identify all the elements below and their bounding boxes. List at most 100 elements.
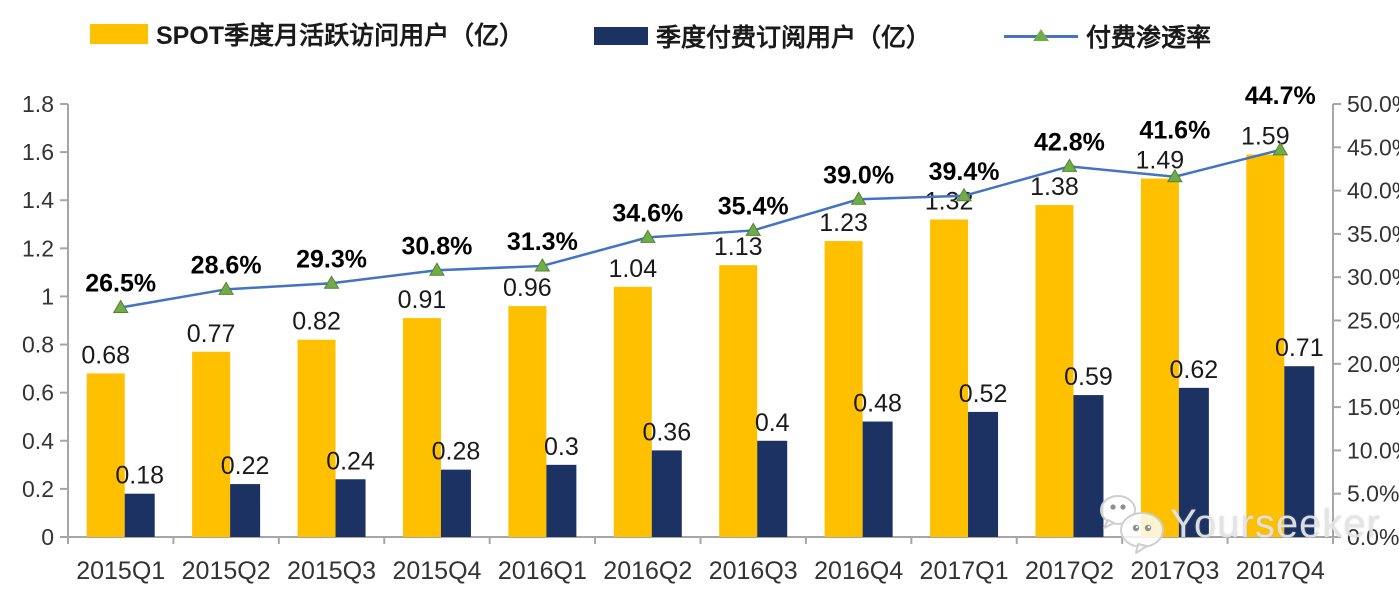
subscriber-bar-value-label: 0.18 (115, 462, 164, 490)
mau-bar-value-label: 0.77 (187, 320, 236, 348)
x-axis-category-label: 2015Q3 (287, 557, 376, 585)
right-axis-tick-label: 35.0% (1347, 221, 1399, 247)
penetration-value-label: 39.0% (823, 161, 894, 189)
legend-label-subscribers: 季度付费订阅用户（亿） (656, 24, 932, 52)
mau-bar-value-label: 1.49 (1136, 147, 1185, 175)
x-axis-category-label: 2016Q3 (709, 557, 798, 585)
left-axis-tick-label: 1 (41, 283, 54, 309)
subscriber-bar (1284, 366, 1315, 537)
left-axis-tick-label: 0 (41, 524, 54, 550)
subscriber-bar (230, 484, 261, 537)
legend-label-mau: SPOT季度月活跃访问用户（亿） (156, 22, 525, 50)
mau-bar-value-label: 1.38 (1030, 173, 1079, 201)
subscriber-bar (440, 469, 471, 537)
triangle-marker-icon (1033, 29, 1049, 42)
left-axis-tick-label: 1.4 (22, 187, 54, 213)
left-axis-tick-label: 1.8 (22, 91, 54, 117)
penetration-value-label: 44.7% (1245, 82, 1316, 110)
penetration-value-label: 31.3% (507, 228, 578, 256)
penetration-value-label: 29.3% (296, 245, 367, 273)
left-axis-tick-label: 0.6 (22, 380, 54, 406)
right-axis-tick-label: 5.0% (1347, 481, 1399, 507)
subscriber-bar (651, 450, 682, 537)
left-axis-tick-label: 0.8 (22, 332, 54, 358)
triangle-marker-icon (850, 191, 867, 205)
triangle-marker-icon (429, 262, 445, 276)
subscriber-bar (124, 493, 155, 537)
subscriber-bar-value-label: 0.4 (755, 409, 790, 437)
subscriber-bar (862, 421, 893, 537)
x-axis-category-label: 2016Q2 (603, 557, 692, 585)
subscriber-bar (335, 479, 366, 537)
triangle-marker-icon (534, 257, 551, 272)
mau-bar (719, 265, 758, 537)
subscriber-bar-value-label: 0.48 (853, 390, 902, 418)
left-axis-tick-label: 1.2 (22, 235, 54, 261)
penetration-value-label: 42.8% (1034, 128, 1105, 156)
subscriber-bar-value-label: 0.62 (1170, 356, 1219, 384)
mau-bar (1140, 178, 1179, 538)
left-axis-tick-label: 0.4 (22, 428, 54, 454)
legend-swatch-yellow-bar-icon (90, 24, 148, 44)
x-axis-category-label: 2017Q3 (1130, 557, 1219, 585)
mau-bar (508, 306, 547, 537)
legend-item-subscribers: 季度付费订阅用户（亿） (594, 18, 931, 54)
subscriber-bar (757, 440, 788, 537)
triangle-marker-icon (1167, 168, 1183, 183)
legend-swatch-line-marker-icon (1004, 29, 1078, 42)
penetration-value-label: 35.4% (718, 192, 789, 220)
right-axis-tick-label: 10.0% (1347, 437, 1399, 463)
right-axis-tick-label: 25.0% (1347, 308, 1399, 334)
mau-bar (86, 373, 125, 537)
penetration-value-label: 41.6% (1139, 117, 1210, 145)
right-axis-tick-label: 15.0% (1347, 394, 1399, 420)
triangle-marker-icon (218, 281, 234, 295)
right-axis-tick-label: 30.0% (1347, 264, 1399, 290)
x-axis-category-label: 2016Q4 (814, 557, 903, 585)
legend-label-penetration: 付费渗透率 (1086, 24, 1212, 52)
subscriber-bar-value-label: 0.22 (221, 452, 270, 480)
subscriber-bar-value-label: 0.24 (326, 447, 375, 475)
triangle-marker-icon (1061, 158, 1078, 172)
right-axis-tick-label: 0.0% (1347, 524, 1399, 550)
penetration-value-label: 26.5% (85, 270, 156, 298)
triangle-marker-icon (639, 229, 656, 243)
mau-bar-value-label: 1.13 (714, 233, 763, 261)
triangle-marker-icon (1272, 141, 1289, 156)
x-axis-category-label: 2015Q2 (182, 557, 271, 585)
mau-bar (824, 241, 863, 537)
x-axis-category-label: 2015Q1 (76, 557, 165, 585)
mau-bar (613, 286, 652, 537)
mau-bar (402, 318, 441, 537)
right-axis-tick-label: 40.0% (1347, 178, 1399, 204)
x-axis-category-label: 2016Q1 (498, 557, 587, 585)
mau-bar-value-label: 0.82 (292, 308, 341, 336)
legend-item-penetration: 付费渗透率 (1004, 18, 1211, 54)
legend-item-mau: SPOT季度月活跃访问用户（亿） (90, 16, 524, 52)
mau-bar (1246, 154, 1285, 537)
subscriber-bar-value-label: 0.28 (432, 438, 481, 466)
mau-bar-value-label: 0.68 (81, 341, 130, 369)
right-axis-tick-label: 45.0% (1347, 134, 1399, 160)
right-axis-tick-label: 50.0% (1347, 91, 1399, 117)
triangle-marker-icon (956, 187, 972, 202)
left-axis-tick-label: 0.2 (22, 476, 54, 502)
subscriber-bar-value-label: 0.52 (959, 380, 1008, 408)
subscriber-bar-value-label: 0.36 (642, 418, 691, 446)
mau-bar (297, 339, 336, 537)
penetration-value-label: 34.6% (612, 199, 683, 227)
x-axis-category-label: 2015Q4 (392, 557, 481, 585)
penetration-value-label: 30.8% (402, 232, 473, 260)
subscriber-bar-value-label: 0.59 (1064, 363, 1113, 391)
penetration-value-label: 28.6% (191, 251, 262, 279)
triangle-marker-icon (323, 275, 340, 289)
mau-bar-value-label: 1.23 (819, 209, 868, 237)
mau-bar (930, 219, 969, 537)
mau-bar (192, 351, 231, 537)
x-axis-category-label: 2017Q1 (920, 557, 1009, 585)
penetration-value-label: 39.4% (929, 158, 1000, 186)
mau-bar-value-label: 0.96 (503, 274, 552, 302)
penetration-line (120, 148, 1281, 309)
